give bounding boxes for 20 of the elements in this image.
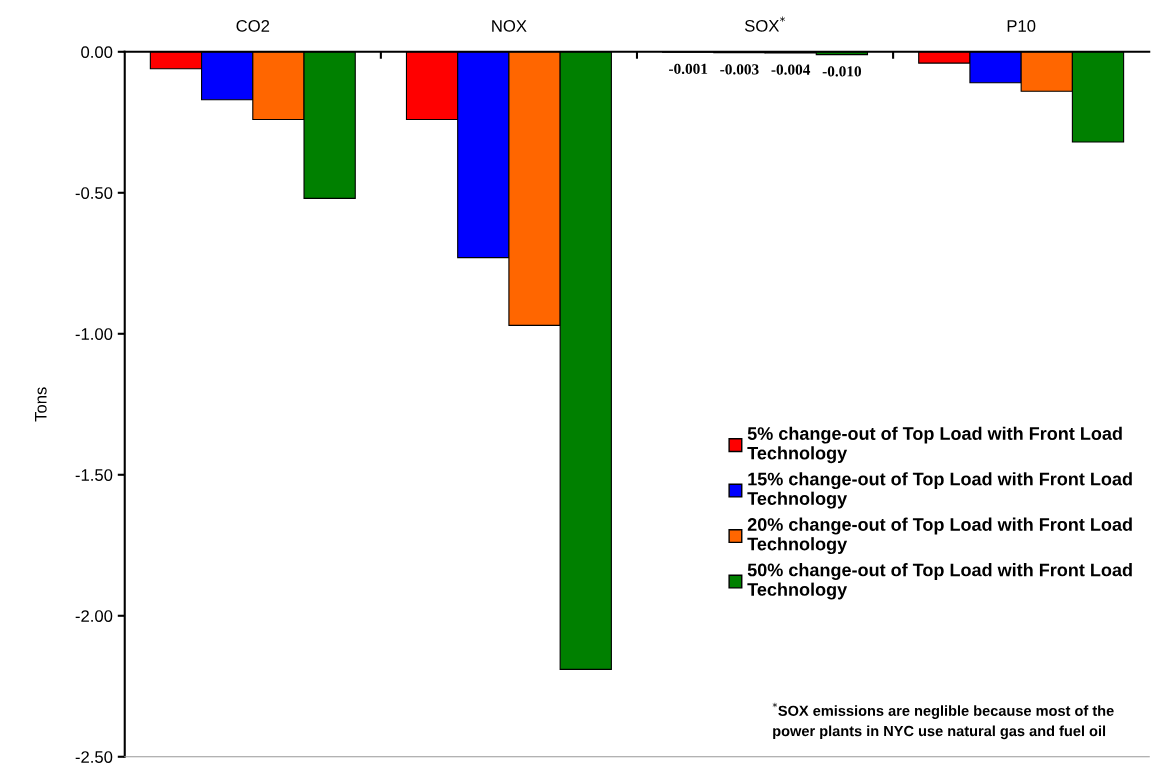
data-label: -0.001 xyxy=(669,63,708,74)
y-tick-label: -2.00 xyxy=(75,610,113,622)
y-tick-label: -0.50 xyxy=(75,187,113,199)
x-tick-label: P10 xyxy=(1007,20,1036,32)
data-label: -0.010 xyxy=(822,66,862,77)
x-tick-label: NOX xyxy=(492,20,527,32)
legend-label: 50% change-out of Top Load with Front Load Technology xyxy=(747,563,1132,600)
legend-label: 15% change-out of Top Load with Front Load Technology xyxy=(747,472,1132,509)
legend-label: 20% change-out of Top Load with Front Load Technology xyxy=(747,517,1132,555)
data-label: -0.003 xyxy=(720,64,759,75)
x-tick-label: CO2 xyxy=(236,20,270,32)
legend-label: 5% change-out of Top Load with Front Load Technology xyxy=(747,426,1122,464)
x-tick-label: SOX$^{*}$ xyxy=(744,16,786,32)
y-tick-label: -1.00 xyxy=(75,328,113,340)
data-label: -0.004 xyxy=(771,64,811,75)
annotation: $^{*}$SOX emissions are neglible because most of the power plants in NYC use natural gas and fuel oil xyxy=(772,702,1114,740)
y-axis-title: Tons xyxy=(35,387,47,422)
y-tick-label: 0.00 xyxy=(81,46,113,58)
y-tick-label: -1.50 xyxy=(75,469,113,481)
y-tick-label: -2.50 xyxy=(75,751,113,763)
